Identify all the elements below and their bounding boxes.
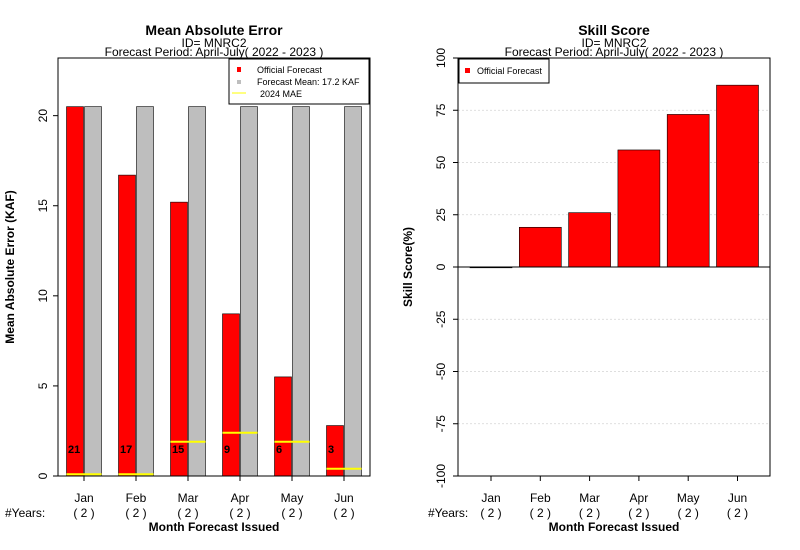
ss-x-tick-label-feb: Feb (530, 491, 551, 505)
ss-y-tick-label--75: -75 (434, 415, 448, 433)
ss-x-years-label-jan: ( 2 ) (480, 506, 501, 520)
mae-chart-subtitle-id: ID= MNRC2 (181, 36, 246, 50)
ss-y-tick-label--25: -25 (434, 310, 448, 328)
mae-bars (66, 106, 362, 477)
bar-official-forecast-may (274, 376, 292, 477)
mae-y-axis-label: Mean Absolute Error (KAF) (3, 190, 17, 344)
ss-x-years-label-mar: ( 2 ) (579, 506, 600, 520)
skill-score-chart: Skill Score ID= MNRC2 Forecast Period: A… (401, 22, 771, 534)
ss-chart-title: Skill Score (578, 22, 650, 38)
x-years-label-apr: ( 2 ) (229, 506, 250, 520)
bar-official-forecast-feb (118, 174, 136, 477)
bar-label-mar: 15 (172, 444, 184, 456)
bar-label-jun: 3 (328, 444, 334, 456)
ss-legend: Official Forecast (458, 58, 550, 84)
x-years-label-mar: ( 2 ) (177, 506, 198, 520)
ss-y-tick-label--50: -50 (434, 363, 448, 381)
ss-x-tick-label-may: May (677, 491, 700, 505)
bar-forecast-mean-feb (136, 106, 154, 477)
mae-plot-frame (57, 57, 371, 477)
bar-label-jan: 21 (68, 444, 80, 456)
ss-x-tick-label-jan: Jan (481, 491, 500, 505)
mae-chart-title: Mean Absolute Error (145, 22, 283, 38)
mae-x-axis: Jan( 2 )Feb( 2 )Mar( 2 )Apr( 2 )May( 2 )… (73, 476, 355, 520)
ss-legend-swatch-official-forecast (465, 68, 470, 73)
ss-legend-box (458, 58, 550, 84)
y-tick-label-20: 20 (36, 109, 50, 123)
x-years-label-feb: ( 2 ) (125, 506, 146, 520)
ss-y-tick-label--100: -100 (434, 464, 448, 488)
ss-x-axis: Jan( 2 )Feb( 2 )Mar( 2 )Apr( 2 )May( 2 )… (480, 476, 748, 520)
bar-forecast-mean-jun (344, 106, 362, 477)
legend-label-official-forecast: Official Forecast (257, 65, 322, 75)
bar-forecast-mean-mar (188, 106, 206, 477)
y-tick-label-5: 5 (36, 382, 50, 389)
ss-bar-mar (568, 212, 611, 268)
y-tick-label-15: 15 (36, 199, 50, 213)
x-years-label-jun: ( 2 ) (333, 506, 354, 520)
legend-label-forecast-mean: Forecast Mean: 17.2 KAF (257, 77, 360, 87)
x-tick-label-may: May (281, 491, 304, 505)
bar-label-apr: 9 (224, 444, 230, 456)
ss-y-tick-label-25: 25 (434, 208, 448, 222)
ss-y-axis-label: Skill Score(%) (401, 227, 415, 307)
ss-x-years-label-feb: ( 2 ) (530, 506, 551, 520)
ss-x-axis-label: Month Forecast Issued (549, 520, 680, 534)
mae-chart: Mean Absolute Error ID= MNRC2 Forecast P… (3, 22, 371, 534)
ss-bar-feb (518, 226, 562, 268)
legend-label-2024-mae: 2024 MAE (260, 89, 302, 99)
bar-label-feb: 17 (120, 444, 132, 456)
x-years-label-may: ( 2 ) (281, 506, 302, 520)
x-years-label-jan: ( 2 ) (73, 506, 94, 520)
ss-y-tick-label-0: 0 (434, 263, 448, 270)
ss-x-years-label-jun: ( 2 ) (727, 506, 748, 520)
mae-bar-labels: 21 17 15 9 6 3 (68, 444, 334, 456)
bar-label-may: 6 (276, 444, 282, 456)
x-tick-label-mar: Mar (178, 491, 199, 505)
ss-x-years-label-apr: ( 2 ) (628, 506, 649, 520)
mae-chart-subtitle-period: Forecast Period: April-July( 2022 - 2023… (105, 45, 324, 59)
y-tick-label-10: 10 (36, 289, 50, 303)
ss-chart-subtitle-id: ID= MNRC2 (581, 36, 646, 50)
x-tick-label-apr: Apr (231, 491, 250, 505)
x-tick-label-feb: Feb (126, 491, 147, 505)
legend-swatch-forecast-mean (237, 80, 241, 84)
ss-x-tick-label-apr: Apr (630, 491, 649, 505)
x-tick-label-jun: Jun (334, 491, 353, 505)
ss-x-tick-label-mar: Mar (579, 491, 600, 505)
ss-x-tick-label-jun: Jun (728, 491, 747, 505)
ss-years-row-label: #Years: (428, 506, 468, 520)
bar-forecast-mean-jan (84, 106, 102, 477)
mae-legend: Official Forecast Forecast Mean: 17.2 KA… (228, 58, 370, 105)
mae-years-row-label: #Years: (5, 506, 45, 520)
mae-legend-box (228, 58, 370, 105)
ss-bar-jun (716, 84, 759, 268)
ss-y-tick-label-75: 75 (434, 103, 448, 117)
ss-y-tick-label-100: 100 (434, 48, 448, 68)
ss-bar-apr (617, 149, 661, 268)
ss-bar-may (666, 114, 710, 268)
x-tick-label-jan: Jan (74, 491, 93, 505)
bar-official-forecast-mar (170, 201, 188, 477)
ss-bars (469, 84, 759, 269)
bar-official-forecast-jan (66, 106, 84, 477)
bar-forecast-mean-apr (240, 106, 258, 477)
ss-x-years-label-may: ( 2 ) (678, 506, 699, 520)
ss-y-axis: -100 -75 -50 -25 0 25 50 75 100 (434, 48, 458, 488)
ss-legend-label-official-forecast: Official Forecast (477, 66, 542, 76)
bar-forecast-mean-may (292, 106, 310, 477)
legend-swatch-official-forecast (237, 67, 241, 72)
ss-chart-subtitle-period: Forecast Period: April-July( 2022 - 2023… (505, 45, 724, 59)
mae-2024-lines (66, 431, 362, 476)
y-tick-label-0: 0 (36, 472, 50, 479)
mae-x-axis-label: Month Forecast Issued (149, 520, 280, 534)
ss-y-tick-label-50: 50 (434, 156, 448, 170)
mae-y-axis: 0 5 10 15 20 (36, 109, 58, 479)
